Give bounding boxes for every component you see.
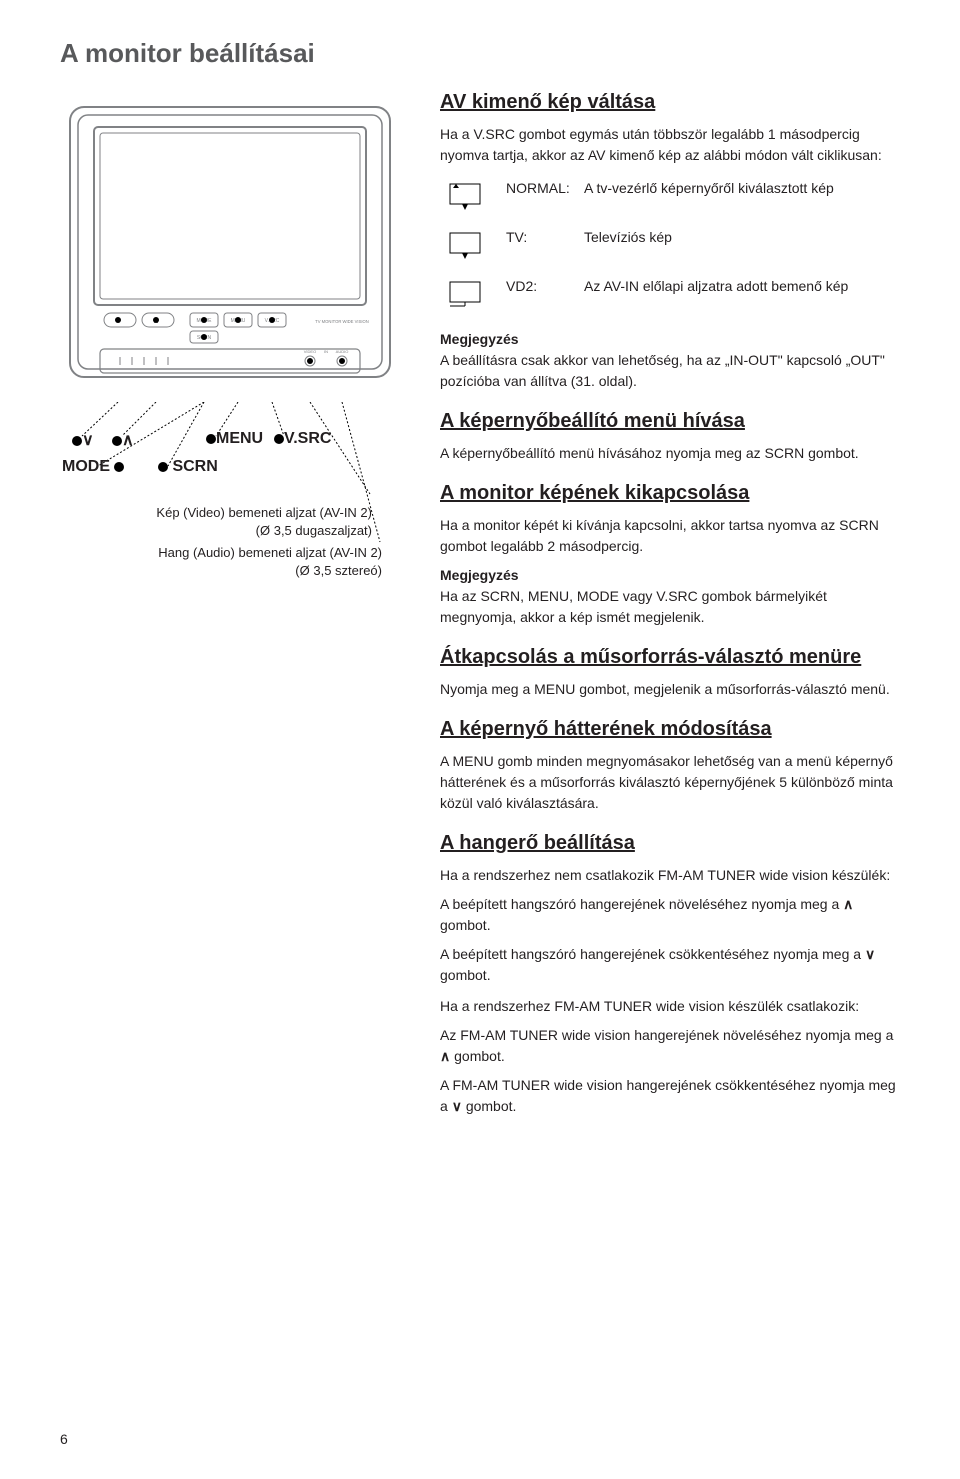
jack1-line2: (Ø 3,5 dugaszaljzat): [102, 522, 372, 540]
vol-p5: Az FM-AM TUNER wide vision hangerejének …: [440, 1025, 900, 1067]
src-body: Nyomja meg a MENU gombot, megjelenik a m…: [440, 679, 900, 700]
mode-icon: [440, 278, 506, 317]
jack1-line1: Kép (Video) bemeneti aljzat (AV-IN 2): [102, 504, 372, 522]
note-heading: Megjegyzés: [440, 567, 900, 583]
vol-p3: A beépített hangszóró hangerejének csökk…: [440, 944, 900, 986]
up-glyph-icon: ∧: [440, 1048, 450, 1064]
svg-text:VIDEO: VIDEO: [304, 349, 316, 354]
page: A monitor beállításai ∨: [0, 0, 960, 1479]
note-body: Ha az SCRN, MENU, MODE vagy V.SRC gombok…: [440, 586, 900, 628]
vol-p4: Ha a rendszerhez FM-AM TUNER wide vision…: [440, 996, 900, 1017]
content-columns: ∨ ∧ MODE MENU SCRN V.SRC TV MONITOR WIDE…: [60, 91, 900, 1117]
mode-row: NORMAL: A tv-vezérlő képernyőről kiválas…: [440, 180, 900, 219]
callout-menu: MENU: [206, 430, 263, 448]
av-intro: Ha a V.SRC gombot egymás után többször l…: [440, 124, 900, 166]
mode-row: TV: Televíziós kép: [440, 229, 900, 268]
callout-down: ∨: [72, 430, 94, 450]
page-number: 6: [60, 1431, 68, 1447]
callout-mode: MODE: [62, 458, 124, 476]
page-title: A monitor beállításai: [60, 38, 900, 69]
vol-p5b: gombot.: [450, 1048, 504, 1064]
mode-key: NORMAL:: [506, 180, 584, 196]
down-glyph-icon: ∨: [865, 946, 875, 962]
section-screen-off: A monitor képének kikapcsolása Ha a moni…: [440, 482, 900, 628]
callout-vsrc: V.SRC: [274, 430, 331, 448]
down-glyph-icon: ∨: [452, 1098, 462, 1114]
vol-p6b: gombot.: [462, 1098, 516, 1114]
section-background: A képernyő hátterének módosítása A MENU …: [440, 718, 900, 814]
menu-call-title: A képernyőbeállító menü hívása: [440, 410, 900, 433]
off-body: Ha a monitor képét ki kívánja kapcsolni,…: [440, 515, 900, 557]
left-column: ∨ ∧ MODE MENU SCRN V.SRC TV MONITOR WIDE…: [60, 91, 440, 1117]
vol-p2b: gombot.: [440, 917, 491, 933]
up-glyph-icon: ∧: [843, 896, 853, 912]
vol-p3b: gombot.: [440, 967, 491, 983]
src-title: Átkapcsolás a műsorforrás-választó menür…: [440, 646, 900, 669]
bg-title: A képernyő hátterének módosítása: [440, 718, 900, 741]
panel-brand: TV MONITOR WIDE VISION: [315, 319, 369, 324]
mode-val: Televíziós kép: [584, 229, 900, 245]
note-body: A beállításra csak akkor van lehetőség, …: [440, 350, 900, 392]
jack2-label: Hang (Audio) bemeneti aljzat (AV-IN 2) (…: [102, 544, 382, 580]
vol-p1: Ha a rendszerhez nem csatlakozik FM-AM T…: [440, 865, 900, 886]
mode-icon: [440, 229, 506, 268]
mode-key: TV:: [506, 229, 584, 245]
vol-p6: A FM-AM TUNER wide vision hangerejének c…: [440, 1075, 900, 1117]
note-heading: Megjegyzés: [440, 331, 900, 347]
svg-text:IN: IN: [324, 349, 328, 354]
right-column: AV kimenő kép váltása Ha a V.SRC gombot …: [440, 91, 900, 1117]
section-source-switch: Átkapcsolás a műsorforrás-választó menür…: [440, 646, 900, 700]
jack2-line1: Hang (Audio) bemeneti aljzat (AV-IN 2): [102, 544, 382, 562]
mode-icon: [440, 180, 506, 219]
callout-scrn: SCRN: [158, 458, 218, 476]
monitor-diagram: ∨ ∧ MODE MENU SCRN V.SRC TV MONITOR WIDE…: [60, 97, 400, 397]
mode-val: A tv-vezérlő képernyőről kiválasztott ké…: [584, 180, 900, 196]
off-title: A monitor képének kikapcsolása: [440, 482, 900, 505]
vol-p2a: A beépített hangszóró hangerejének növel…: [440, 896, 843, 912]
jack1-label: Kép (Video) bemeneti aljzat (AV-IN 2) (Ø…: [102, 504, 372, 540]
callout-area: ∨ ∧ MENU V.SRC MODE SCRN Kép (Video) bem…: [60, 402, 400, 562]
vol-title: A hangerő beállítása: [440, 832, 900, 855]
section-volume: A hangerő beállítása Ha a rendszerhez ne…: [440, 832, 900, 1117]
av-title: AV kimenő kép váltása: [440, 91, 900, 114]
mode-list: NORMAL: A tv-vezérlő képernyőről kiválas…: [440, 180, 900, 317]
menu-call-body: A képernyőbeállító menü hívásához nyomja…: [440, 443, 900, 464]
mode-key: VD2:: [506, 278, 584, 294]
vol-p3a: A beépített hangszóró hangerejének csökk…: [440, 946, 865, 962]
vol-p5a: Az FM-AM TUNER wide vision hangerejének …: [440, 1027, 893, 1043]
svg-text:AUDIO: AUDIO: [336, 349, 349, 354]
section-menu-call: A képernyőbeállító menü hívása A képerny…: [440, 410, 900, 464]
bg-body: A MENU gomb minden megnyomásakor lehetős…: [440, 751, 900, 814]
jack2-line2: (Ø 3,5 sztereó): [102, 562, 382, 580]
mode-row: VD2: Az AV-IN előlapi aljzatra adott bem…: [440, 278, 900, 317]
mode-val: Az AV-IN előlapi aljzatra adott bemenő k…: [584, 278, 900, 294]
section-av-output: AV kimenő kép váltása Ha a V.SRC gombot …: [440, 91, 900, 392]
vol-p2: A beépített hangszóró hangerejének növel…: [440, 894, 900, 936]
callout-up: ∧: [112, 430, 134, 450]
